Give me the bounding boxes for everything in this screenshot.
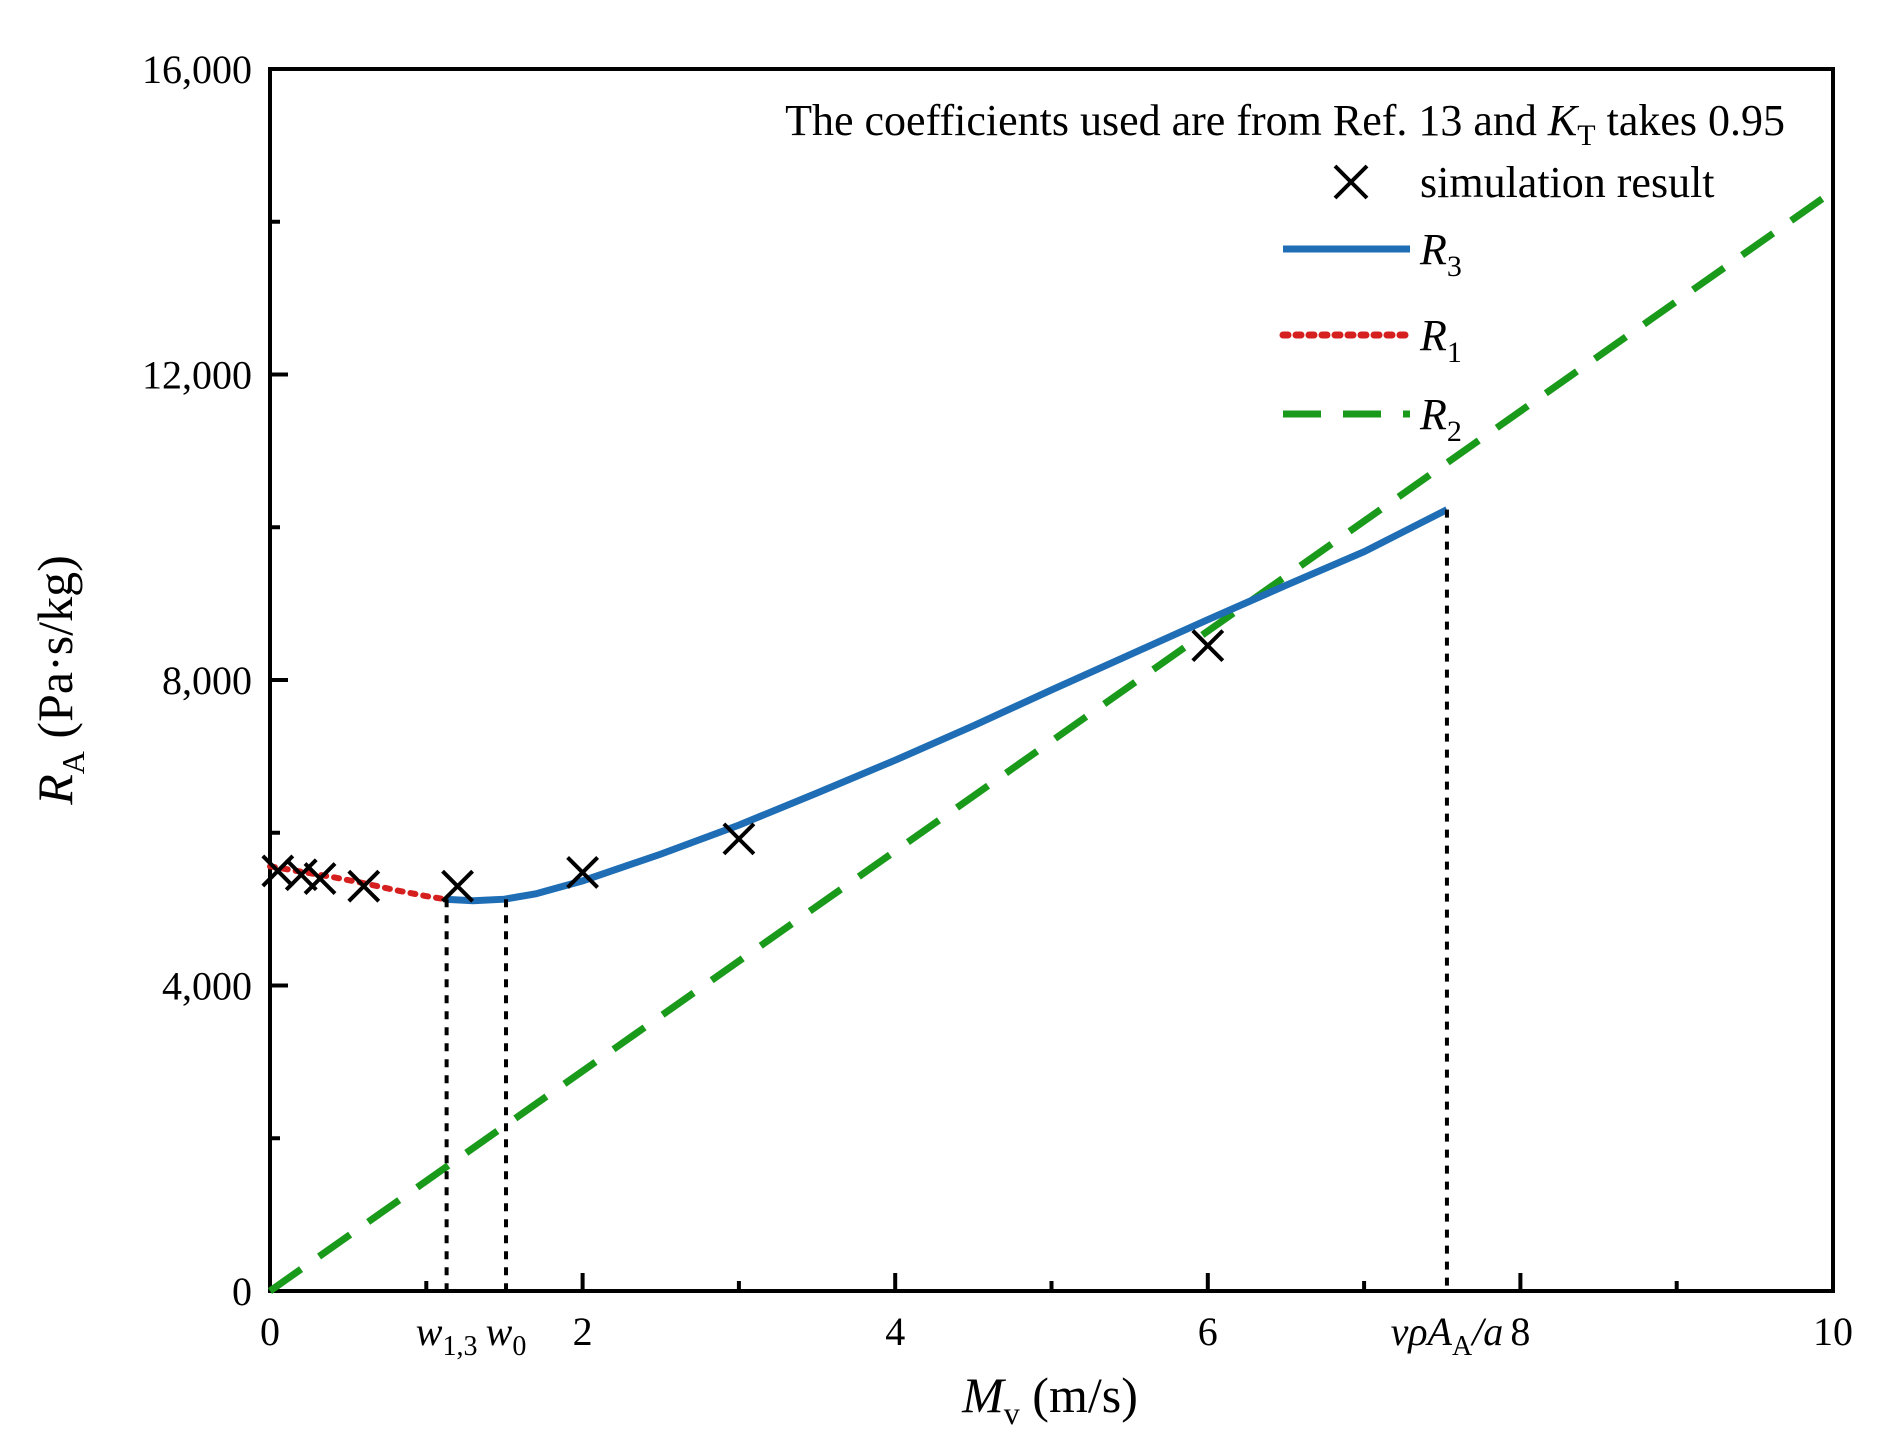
simulation-point-stroke	[441, 869, 474, 903]
x-tick-label: 8	[1510, 1309, 1530, 1354]
legend-item-r2: R2	[1283, 390, 1462, 448]
x-tick-label: 4	[885, 1309, 905, 1354]
y-tick-label: 12,000	[142, 353, 252, 398]
legend-label-r3: R3	[1419, 225, 1462, 283]
simulation-point	[566, 856, 600, 889]
reference-line-label: vρAA/a	[1391, 1309, 1504, 1362]
legend-label-simulation: simulation result	[1420, 158, 1715, 207]
x-tick-label: 6	[1198, 1309, 1218, 1354]
simulation-point	[347, 869, 381, 903]
simulation-point	[441, 869, 474, 903]
x-tick-label: 10	[1813, 1309, 1853, 1354]
series-layer	[261, 188, 1836, 1294]
x-tick-label: 0	[260, 1309, 280, 1354]
y-tick-label: 4,000	[162, 964, 252, 1009]
legend-item-r1: R1	[1279, 311, 1462, 369]
legend-label-r2: R2	[1419, 390, 1462, 448]
simulation-point-stroke	[303, 862, 337, 895]
series-line-r1	[267, 863, 449, 903]
legend: simulation result R3 R1 R2	[1279, 158, 1715, 448]
legend-item-simulation: simulation result	[1333, 158, 1715, 207]
simulation-point	[1191, 629, 1225, 663]
y-tick-label: 8,000	[162, 658, 252, 703]
simulation-point-stroke	[1191, 629, 1225, 663]
x-axis-title: Mv (m/s)	[961, 1367, 1138, 1431]
legend-item-r3: R3	[1283, 225, 1462, 283]
y-axis-title: RA (Pa·s/kg)	[27, 555, 91, 805]
simulation-point-stroke	[284, 858, 318, 892]
simulation-point-stroke	[347, 869, 381, 903]
simulation-point	[303, 862, 337, 895]
axis-ticks: 0 2 4 6 8 10 0 4,000 8,000 12,000 16,000	[142, 47, 1853, 1354]
series-line-r3	[444, 506, 1449, 905]
reference-lines: w1,3 w0 vρAA/a	[416, 509, 1504, 1362]
legend-label-r1: R1	[1419, 311, 1462, 369]
y-tick-label: 0	[232, 1269, 252, 1314]
simulation-point	[722, 822, 756, 856]
reference-line-label: w1,3	[416, 1309, 478, 1362]
x-tick-label: 2	[573, 1309, 593, 1354]
simulation-point-stroke	[722, 822, 756, 856]
y-tick-label: 16,000	[142, 47, 252, 92]
reference-line-label: w0	[486, 1309, 527, 1362]
coefficient-annotation: The coefficients used are from Ref. 13 a…	[785, 96, 1785, 152]
simulation-point-stroke	[566, 856, 600, 889]
series-line-r2	[267, 188, 1836, 1294]
